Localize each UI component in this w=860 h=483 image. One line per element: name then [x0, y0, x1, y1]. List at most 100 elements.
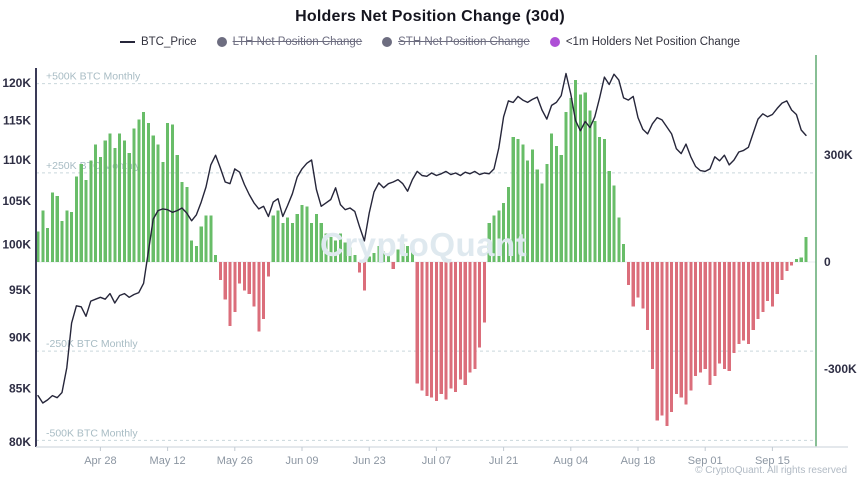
net-position-bar-negative[interactable] — [698, 262, 702, 373]
net-position-bar-negative[interactable] — [646, 262, 650, 330]
net-position-bar-positive[interactable] — [310, 222, 314, 262]
net-position-bar-positive[interactable] — [521, 144, 525, 262]
net-position-bar-negative[interactable] — [420, 262, 424, 391]
legend-item-lth-net-position[interactable]: LTH Net Position Change — [216, 36, 362, 48]
net-position-bar-positive[interactable] — [348, 247, 352, 262]
net-position-bar-negative[interactable] — [785, 262, 789, 271]
net-position-bar-negative[interactable] — [766, 262, 770, 302]
net-position-bar-negative[interactable] — [694, 262, 698, 377]
net-position-bar-positive[interactable] — [319, 222, 323, 262]
net-position-bar-negative[interactable] — [454, 262, 458, 393]
net-position-bar-positive[interactable] — [204, 215, 208, 262]
net-position-bar-positive[interactable] — [295, 213, 299, 262]
net-position-bar-negative[interactable] — [756, 262, 760, 320]
net-position-bar-negative[interactable] — [631, 262, 635, 307]
net-position-bar-positive[interactable] — [89, 160, 93, 262]
net-position-bar-positive[interactable] — [41, 210, 45, 262]
net-position-bar-positive[interactable] — [190, 240, 194, 262]
net-position-bar-negative[interactable] — [358, 262, 362, 273]
net-position-bar-positive[interactable] — [569, 97, 573, 263]
net-position-bar-negative[interactable] — [391, 262, 395, 270]
net-position-bar-positive[interactable] — [36, 231, 40, 262]
net-position-bar-positive[interactable] — [118, 133, 122, 262]
net-position-bar-positive[interactable] — [511, 137, 515, 262]
net-position-bar-negative[interactable] — [665, 262, 669, 427]
net-position-bar-positive[interactable] — [372, 253, 376, 262]
legend-item-btc-price[interactable]: BTC_Price — [119, 36, 197, 48]
net-position-bar-negative[interactable] — [746, 262, 750, 345]
net-position-bar-negative[interactable] — [439, 262, 443, 394]
net-position-bar-positive[interactable] — [410, 247, 414, 262]
net-position-bar-positive[interactable] — [506, 187, 510, 262]
net-position-bar-negative[interactable] — [430, 262, 434, 398]
net-position-bar-positive[interactable] — [578, 94, 582, 263]
net-position-bar-negative[interactable] — [223, 262, 227, 300]
net-position-bar-positive[interactable] — [386, 254, 390, 262]
net-position-bar-positive[interactable] — [79, 163, 83, 262]
net-position-bar-negative[interactable] — [434, 262, 438, 402]
net-position-bar-positive[interactable] — [108, 133, 112, 262]
net-position-bar-positive[interactable] — [550, 133, 554, 262]
net-position-bar-positive[interactable] — [530, 149, 534, 262]
net-position-bar-positive[interactable] — [794, 259, 798, 262]
net-position-bar-positive[interactable] — [353, 254, 357, 262]
net-position-bar-positive[interactable] — [602, 138, 606, 262]
net-position-bar-negative[interactable] — [458, 262, 462, 380]
net-position-bar-negative[interactable] — [708, 262, 712, 386]
net-position-bar-negative[interactable] — [362, 262, 366, 291]
net-position-bar-negative[interactable] — [655, 262, 659, 421]
net-position-bar-positive[interactable] — [74, 176, 78, 262]
net-position-bar-negative[interactable] — [626, 262, 630, 286]
net-position-bar-positive[interactable] — [175, 155, 179, 262]
net-position-bar-positive[interactable] — [593, 121, 597, 263]
net-position-bar-positive[interactable] — [281, 222, 285, 262]
net-position-bar-positive[interactable] — [194, 245, 198, 262]
net-position-bar-positive[interactable] — [324, 233, 328, 262]
net-position-bar-negative[interactable] — [218, 262, 222, 280]
net-position-bar-positive[interactable] — [329, 237, 333, 262]
net-position-bar-negative[interactable] — [257, 262, 261, 332]
net-position-bar-negative[interactable] — [732, 262, 736, 353]
net-position-bar-negative[interactable] — [780, 262, 784, 280]
net-position-bar-positive[interactable] — [492, 215, 496, 262]
net-position-bar-positive[interactable] — [535, 169, 539, 262]
net-position-bar-positive[interactable] — [137, 119, 141, 262]
net-position-bar-positive[interactable] — [583, 92, 587, 262]
net-position-bar-positive[interactable] — [151, 135, 155, 262]
net-position-bar-positive[interactable] — [598, 137, 602, 262]
net-position-bar-positive[interactable] — [166, 122, 170, 263]
net-position-bar-positive[interactable] — [334, 240, 338, 262]
net-position-bar-negative[interactable] — [228, 262, 232, 327]
net-position-bar-negative[interactable] — [415, 262, 419, 384]
net-position-bar-negative[interactable] — [233, 262, 237, 312]
net-position-bar-positive[interactable] — [497, 210, 501, 262]
net-position-bar-positive[interactable] — [103, 140, 107, 262]
btc-price-line[interactable] — [37, 72, 807, 404]
net-position-bar-positive[interactable] — [502, 203, 506, 262]
net-position-bar-positive[interactable] — [132, 128, 136, 262]
net-position-bar-positive[interactable] — [290, 222, 294, 262]
net-position-bar-positive[interactable] — [338, 233, 342, 262]
net-position-bar-positive[interactable] — [156, 144, 160, 262]
net-position-bar-positive[interactable] — [209, 215, 213, 262]
net-position-bar-positive[interactable] — [622, 244, 626, 262]
net-position-bar-negative[interactable] — [641, 262, 645, 309]
net-position-bar-negative[interactable] — [703, 262, 707, 369]
net-position-bar-negative[interactable] — [242, 262, 246, 291]
net-position-bar-negative[interactable] — [650, 262, 654, 369]
net-position-bar-negative[interactable] — [478, 262, 482, 348]
net-position-bar-positive[interactable] — [185, 187, 189, 262]
net-position-bar-positive[interactable] — [94, 144, 98, 262]
net-position-bar-negative[interactable] — [449, 262, 453, 389]
net-position-bar-positive[interactable] — [286, 217, 290, 262]
net-position-bar-negative[interactable] — [247, 262, 251, 295]
net-position-bar-negative[interactable] — [670, 262, 674, 412]
net-position-bar-negative[interactable] — [689, 262, 693, 391]
net-position-bar-negative[interactable] — [468, 262, 472, 373]
net-position-bar-negative[interactable] — [727, 262, 731, 371]
net-position-bar-negative[interactable] — [252, 262, 256, 307]
net-position-bar-positive[interactable] — [804, 237, 808, 262]
net-position-bar-positive[interactable] — [401, 244, 405, 262]
net-position-bar-negative[interactable] — [742, 262, 746, 341]
